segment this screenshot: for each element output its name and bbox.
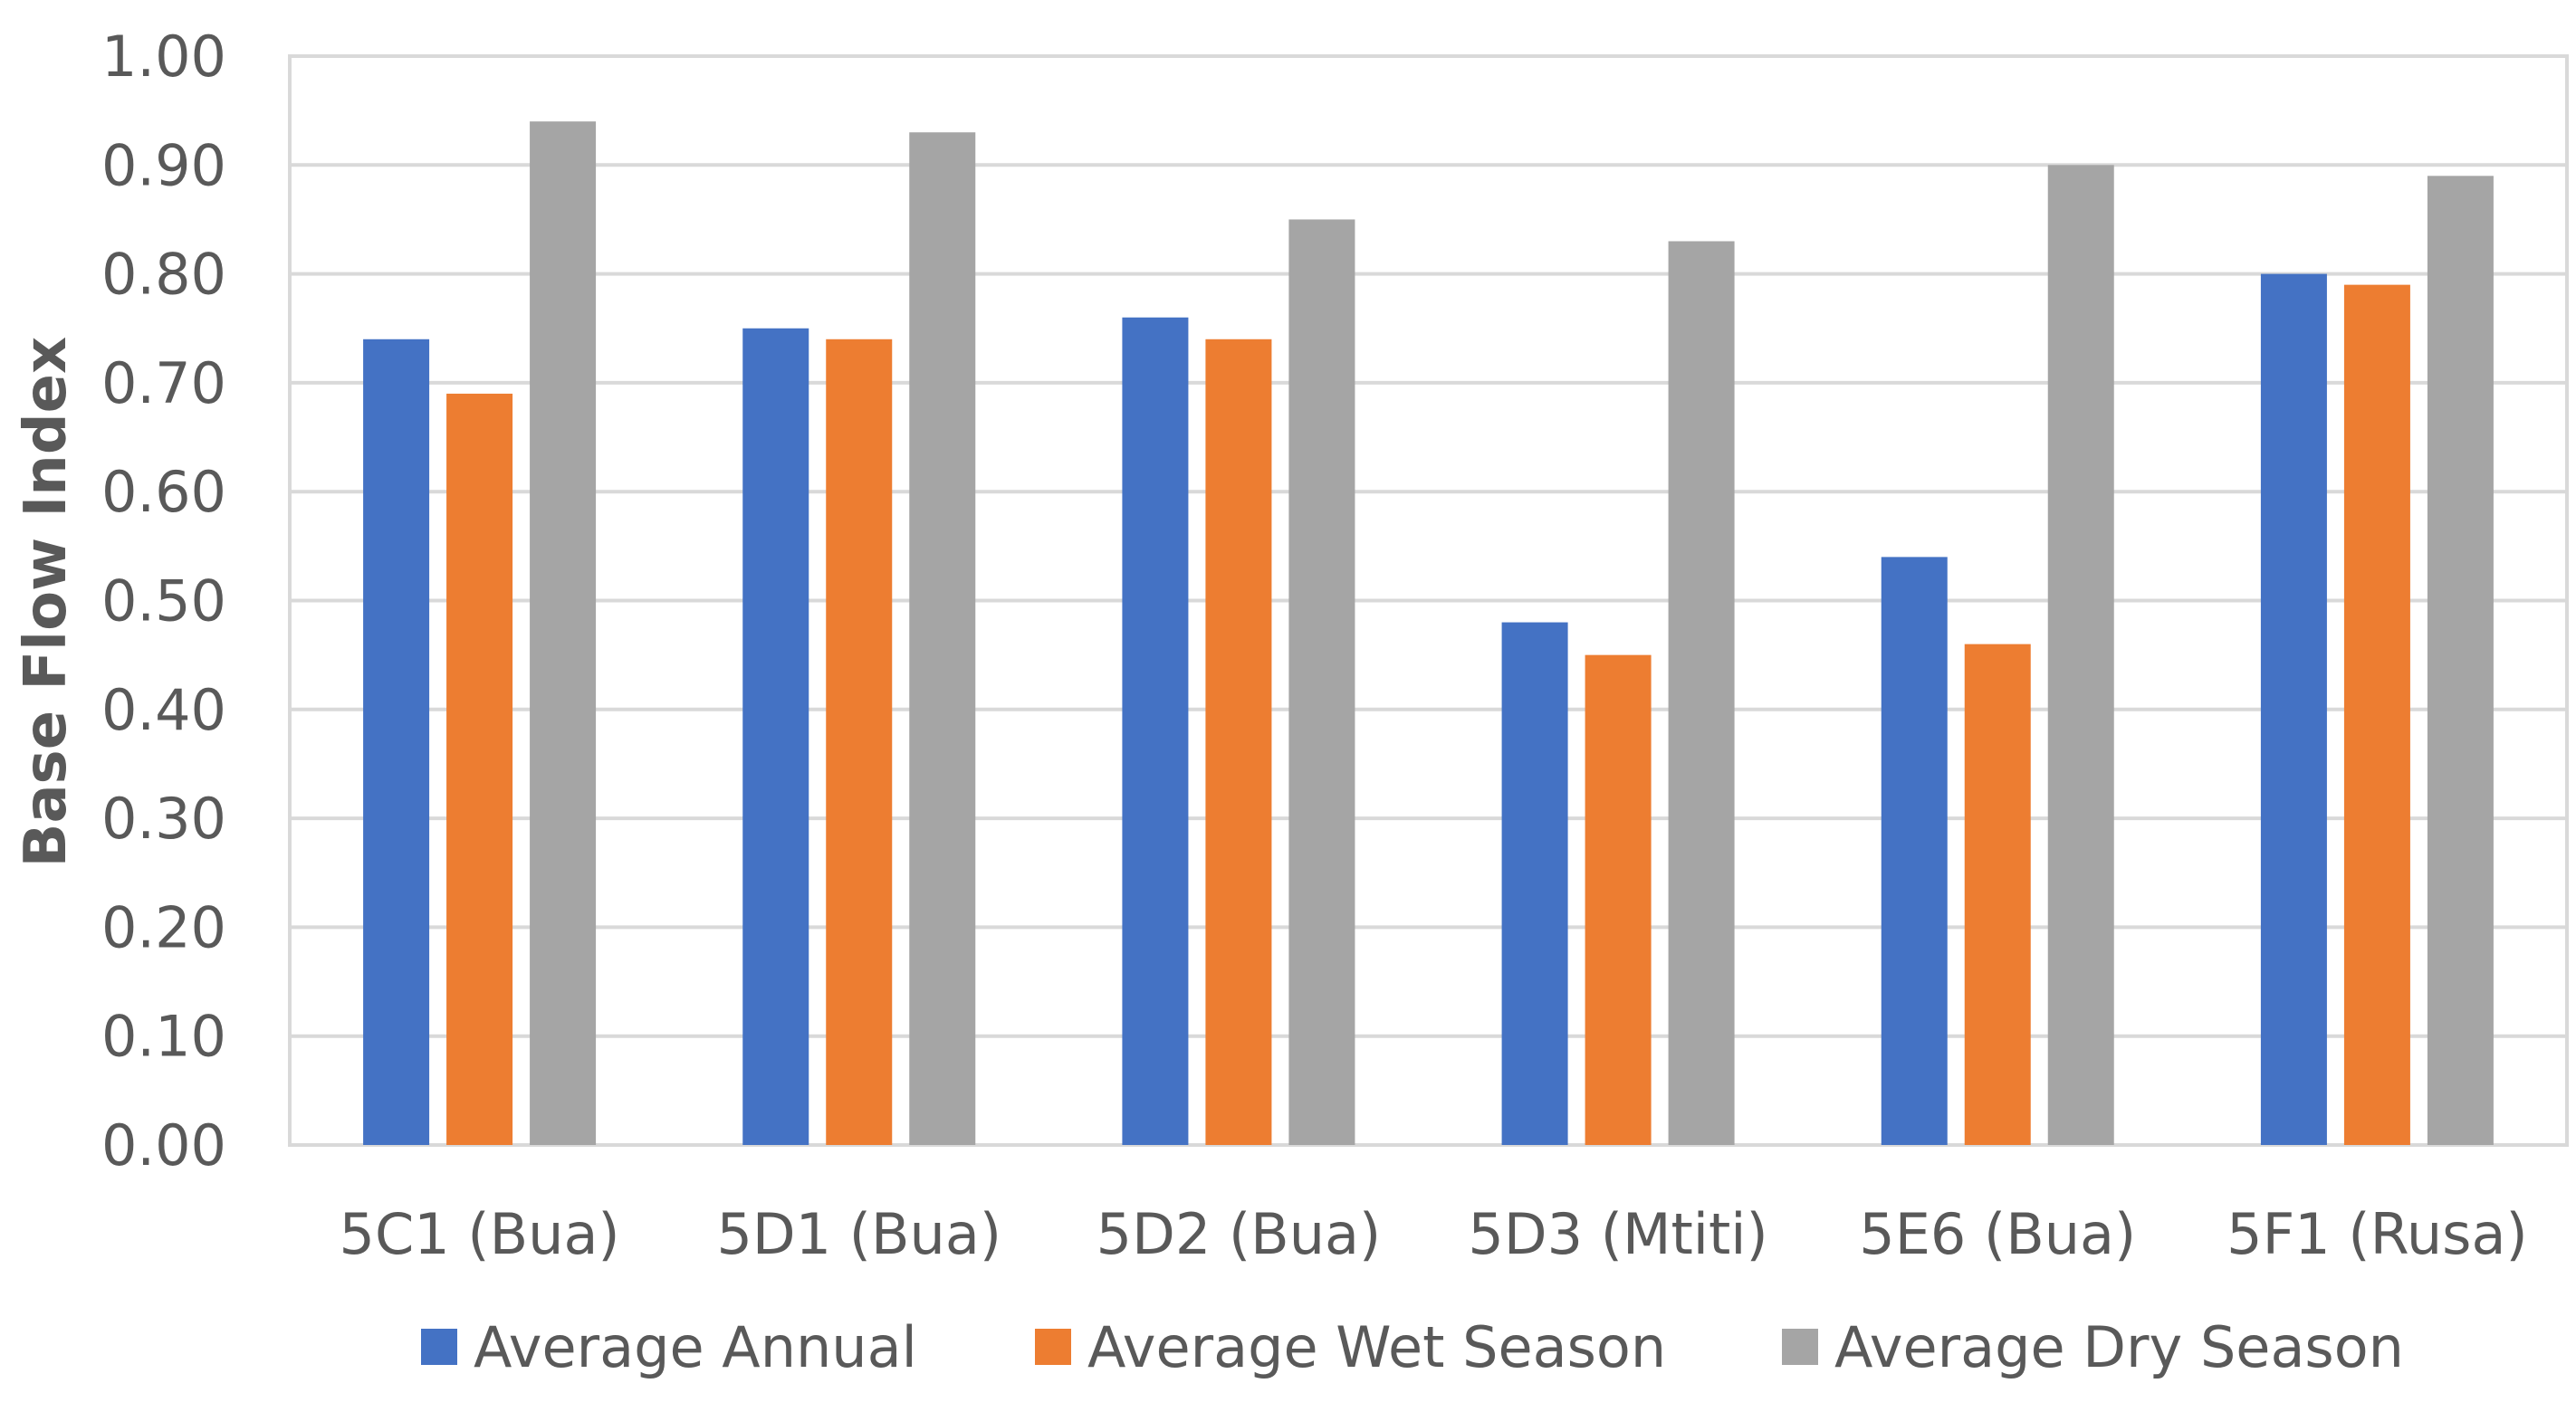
legend-label: Average Wet Season bbox=[1087, 1314, 1666, 1380]
x-category-label: 5D2 (Bua) bbox=[1096, 1201, 1382, 1267]
x-category-label: 5D3 (Mtiti) bbox=[1468, 1201, 1767, 1267]
x-category-label: 5E6 (Bua) bbox=[1859, 1201, 2136, 1267]
bar-wet-season bbox=[1964, 644, 2031, 1145]
bar-wet-season bbox=[446, 393, 513, 1145]
bar-annual bbox=[363, 339, 430, 1145]
bar-dry-season bbox=[909, 132, 976, 1146]
bar-wet-season bbox=[2343, 284, 2410, 1145]
x-category-label: 5D1 (Bua) bbox=[716, 1201, 1001, 1267]
bar-wet-season bbox=[826, 339, 893, 1145]
legend-label: Average Dry Season bbox=[1834, 1314, 2404, 1380]
legend-swatch bbox=[1035, 1329, 1071, 1365]
x-axis-categories: 5C1 (Bua) 5D1 (Bua) 5D2 (Bua) 5D3 (Mtiti) 5E… bbox=[340, 1201, 2528, 1267]
y-axis-title: Base Flow Index bbox=[13, 337, 80, 868]
bar-annual bbox=[2260, 273, 2327, 1146]
bar-dry-season bbox=[2427, 176, 2494, 1146]
bars bbox=[363, 121, 2494, 1146]
y-axis-ticks: 0.00 0.10 0.20 0.30 0.40 0.50 0.60 0.70 0.80 0.90… bbox=[101, 24, 226, 1178]
x-category-label: 5C1 (Bua) bbox=[340, 1201, 620, 1267]
bar-wet-season bbox=[1205, 339, 1272, 1145]
y-tick-label: 0.30 bbox=[101, 786, 226, 852]
bar-annual bbox=[1501, 622, 1568, 1145]
y-tick-label: 1.00 bbox=[101, 24, 226, 90]
y-tick-label: 0.60 bbox=[101, 459, 226, 525]
y-tick-label: 0.50 bbox=[101, 568, 226, 634]
y-tick-label: 0.80 bbox=[101, 242, 226, 308]
legend: Average Annual Average Wet Season Average … bbox=[421, 1314, 2404, 1380]
legend-swatch bbox=[421, 1329, 457, 1365]
y-tick-label: 0.20 bbox=[101, 894, 226, 960]
y-tick-label: 0.00 bbox=[101, 1112, 226, 1178]
bar-annual bbox=[1122, 317, 1189, 1146]
bar-annual bbox=[1881, 557, 1948, 1145]
bar-dry-season bbox=[1668, 241, 1735, 1145]
legend-swatch bbox=[1782, 1329, 1818, 1365]
y-tick-label: 0.10 bbox=[101, 1004, 226, 1070]
bar-dry-season bbox=[530, 121, 597, 1146]
legend-label: Average Annual bbox=[474, 1314, 917, 1380]
bar-annual bbox=[742, 328, 809, 1145]
bar-dry-season bbox=[2047, 165, 2114, 1145]
bar-dry-season bbox=[1288, 219, 1355, 1145]
y-tick-label: 0.40 bbox=[101, 677, 226, 743]
gridlines bbox=[288, 54, 2569, 1147]
y-tick-label: 0.70 bbox=[101, 350, 226, 416]
y-tick-label: 0.90 bbox=[101, 132, 226, 198]
bar-wet-season bbox=[1585, 654, 1652, 1145]
x-category-label: 5F1 (Rusa) bbox=[2226, 1201, 2528, 1267]
